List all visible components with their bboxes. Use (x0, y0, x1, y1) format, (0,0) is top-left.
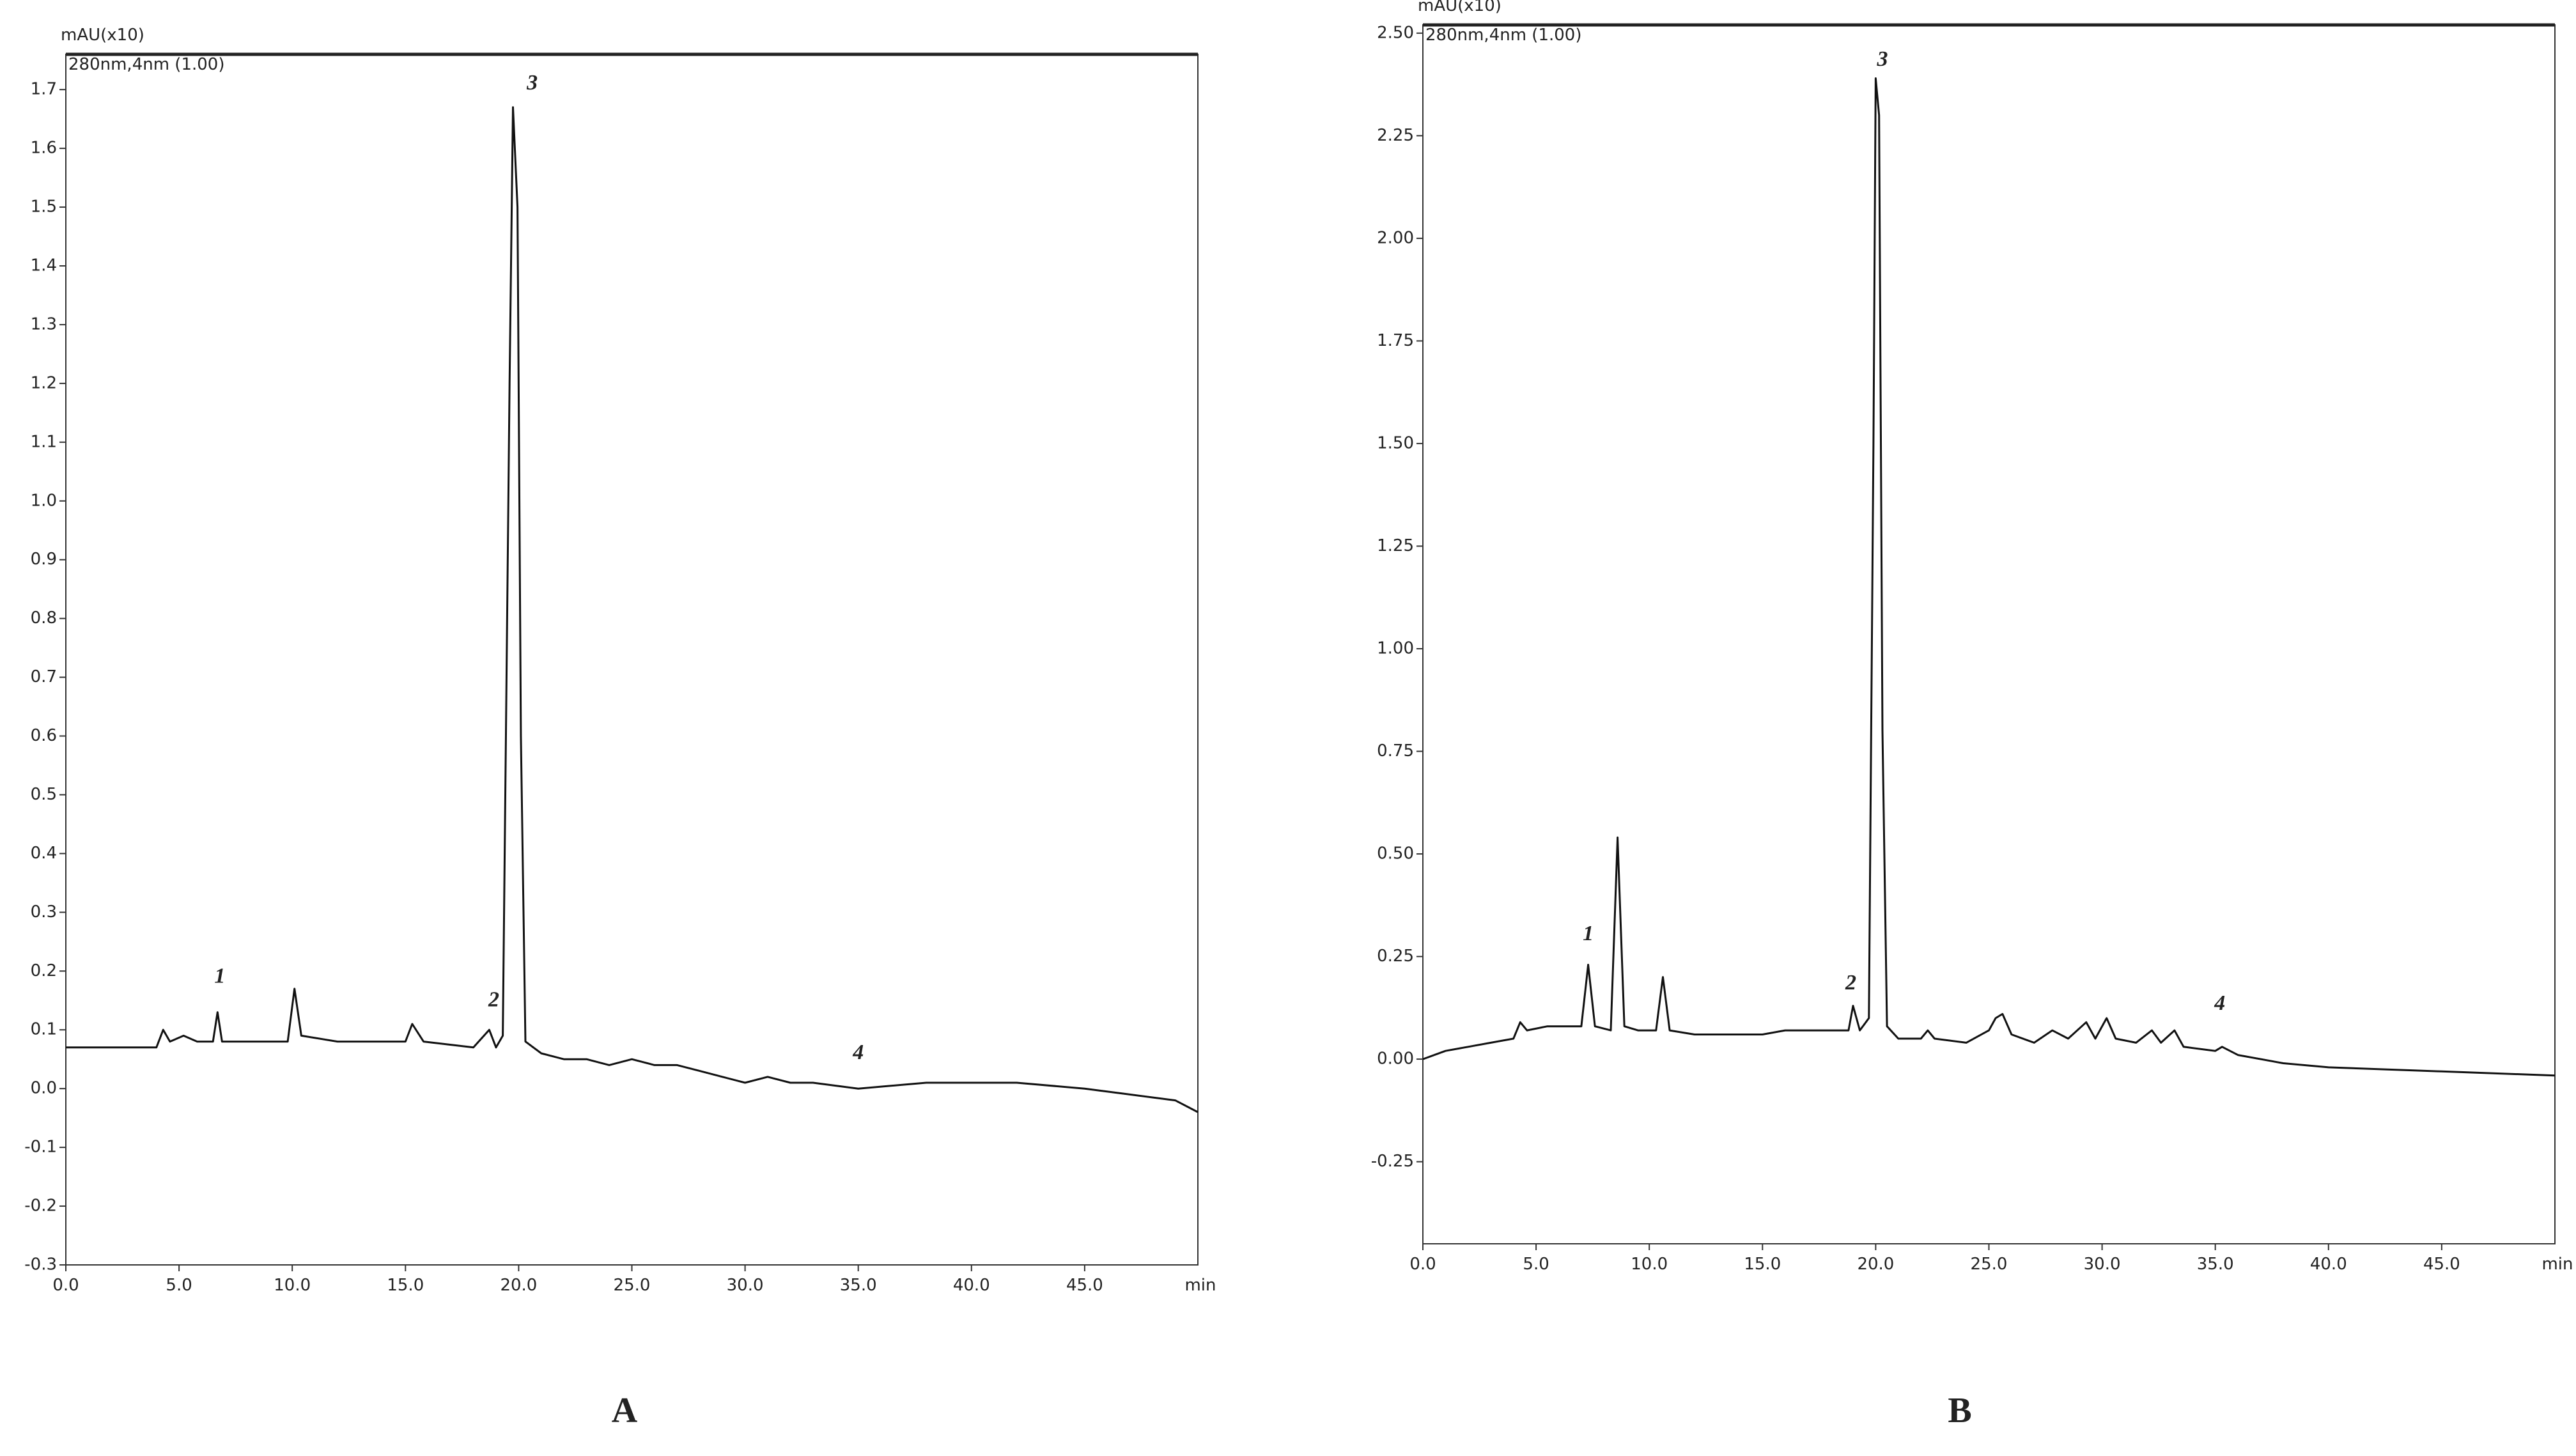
y-tick-label: 1.4 (31, 256, 57, 275)
panel-label: A (612, 1391, 638, 1430)
subtitle: 280nm,4nm (1.00) (68, 55, 225, 74)
x-tick-label: 0.0 (52, 1276, 79, 1295)
x-tick-label: 40.0 (953, 1276, 990, 1295)
peak-label: 2 (488, 987, 499, 1011)
x-tick-label: 25.0 (1971, 1255, 2008, 1274)
peak-label: 4 (852, 1041, 864, 1064)
chart-panel: -0.25 0.00 0.25 0.50 0.75 1.00 1.25 1.50 1.75 2.0… (1371, 0, 2573, 1430)
y-tick-label: 0.0 (31, 1079, 57, 1098)
plot-frame (1422, 24, 2556, 1244)
x-tick-label: 30.0 (2084, 1255, 2121, 1274)
x-tick-label: 45.0 (1066, 1276, 1103, 1295)
peak-label: 3 (526, 71, 538, 95)
y-tick-label: 0.7 (31, 667, 57, 686)
x-tick-label: 10.0 (1631, 1255, 1668, 1274)
x-tick-label: 30.0 (727, 1276, 764, 1295)
peak-label: 2 (1845, 971, 1856, 995)
x-tick-label: 40.0 (2310, 1255, 2347, 1274)
y-tick-label: 0.00 (1377, 1049, 1414, 1069)
subtitle: 280nm,4nm (1.00) (1425, 26, 1582, 45)
x-tick-label: 20.0 (1857, 1255, 1894, 1274)
y-tick-label: -0.3 (24, 1255, 57, 1274)
x-tick-label: 10.0 (274, 1276, 311, 1295)
x-tick-label: 35.0 (2197, 1255, 2234, 1274)
y-tick-label: 0.50 (1377, 844, 1414, 864)
y-tick-label: 1.00 (1377, 639, 1414, 658)
y-tick-label: 1.2 (31, 373, 57, 392)
peak-label: 1 (1583, 922, 1594, 945)
y-tick-label: 0.5 (31, 785, 57, 804)
y-tick-label: 0.9 (31, 550, 57, 569)
x-tick-label: 5.0 (1523, 1255, 1549, 1274)
peak-label: 3 (1877, 47, 1888, 71)
y-tick-label: 0.2 (31, 961, 57, 980)
y-tick-label: -0.25 (1371, 1152, 1414, 1171)
chart-panel: -0.3 -0.2 -0.1 0.0 0.1 0.2 0.3 0.4 0.5 0.6 0.7 0.8 0… (24, 26, 1216, 1430)
x-tick-label: 15.0 (387, 1276, 424, 1295)
y-tick-label: 1.50 (1377, 433, 1414, 453)
y-tick-label: 0.3 (31, 902, 57, 922)
y-axis-label: mAU(x10) (1418, 0, 1501, 15)
x-axis-label: min (2541, 1255, 2573, 1274)
y-tick-label: 0.75 (1377, 741, 1414, 761)
y-tick-label: 1.7 (31, 80, 57, 99)
y-tick-label: 0.8 (31, 608, 57, 628)
y-axis-label: mAU(x10) (61, 26, 144, 45)
x-tick-label: 45.0 (2423, 1255, 2460, 1274)
y-tick-label: 1.0 (31, 491, 57, 510)
y-tick-label: 0.4 (31, 844, 57, 863)
trace (1422, 77, 2556, 1077)
panel-label: B (1948, 1391, 1971, 1430)
y-tick-label: 1.1 (31, 432, 57, 451)
y-tick-label: 1.5 (31, 197, 57, 217)
y-tick-label: -0.1 (24, 1138, 57, 1157)
y-tick-label: 2.25 (1377, 126, 1414, 145)
x-tick-label: 25.0 (614, 1276, 651, 1295)
x-tick-label: 20.0 (500, 1276, 537, 1295)
x-tick-label: 0.0 (1409, 1255, 1436, 1274)
peak-label: 4 (2214, 991, 2225, 1015)
x-tick-label: 15.0 (1744, 1255, 1781, 1274)
trace (66, 106, 1199, 1113)
y-tick-label: 1.25 (1377, 536, 1414, 555)
y-tick-label: 1.6 (31, 139, 57, 158)
x-tick-label: 5.0 (166, 1276, 192, 1295)
y-tick-label: 1.3 (31, 314, 57, 334)
y-tick-label: 0.6 (31, 726, 57, 745)
y-tick-label: -0.2 (24, 1197, 57, 1216)
y-tick-label: 0.25 (1377, 947, 1414, 966)
y-tick-label: 0.1 (31, 1020, 57, 1039)
x-tick-label: 35.0 (840, 1276, 877, 1295)
y-tick-label: 1.75 (1377, 331, 1414, 350)
y-tick-label: 2.50 (1377, 23, 1414, 42)
x-axis-label: min (1184, 1276, 1216, 1295)
peak-label: 1 (214, 964, 225, 988)
y-tick-label: 2.00 (1377, 228, 1414, 247)
